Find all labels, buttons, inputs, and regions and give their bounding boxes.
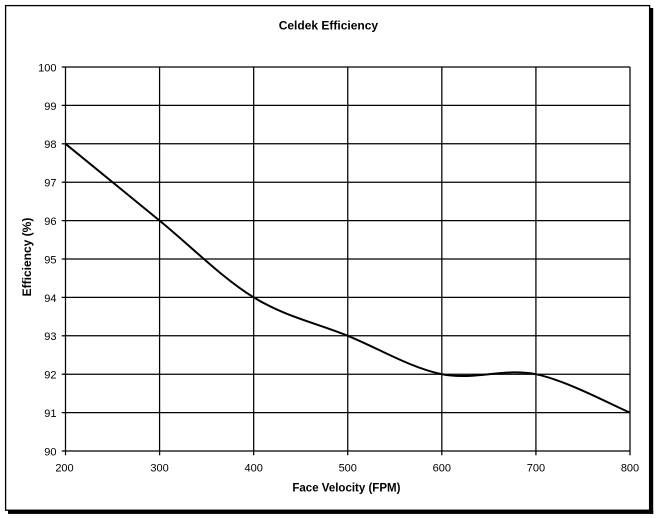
svg-text:94: 94: [44, 293, 56, 305]
svg-text:90: 90: [44, 446, 56, 458]
svg-text:300: 300: [150, 462, 168, 474]
svg-text:95: 95: [44, 254, 56, 266]
svg-text:Efficiency (%): Efficiency (%): [20, 218, 34, 297]
svg-text:200: 200: [55, 462, 73, 474]
svg-text:700: 700: [527, 462, 545, 474]
svg-text:93: 93: [44, 331, 56, 343]
svg-text:96: 96: [44, 216, 56, 228]
svg-text:100: 100: [38, 62, 56, 74]
svg-text:97: 97: [44, 178, 56, 190]
svg-text:92: 92: [44, 370, 56, 382]
svg-text:Face Velocity (FPM): Face Velocity (FPM): [292, 483, 400, 495]
svg-text:500: 500: [339, 462, 357, 474]
svg-text:800: 800: [621, 462, 639, 474]
svg-text:600: 600: [433, 462, 451, 474]
svg-text:Celdek Efficiency: Celdek Efficiency: [279, 19, 379, 33]
svg-text:400: 400: [244, 462, 262, 474]
svg-text:98: 98: [44, 139, 56, 151]
svg-text:91: 91: [44, 408, 56, 420]
svg-text:99: 99: [44, 101, 56, 113]
